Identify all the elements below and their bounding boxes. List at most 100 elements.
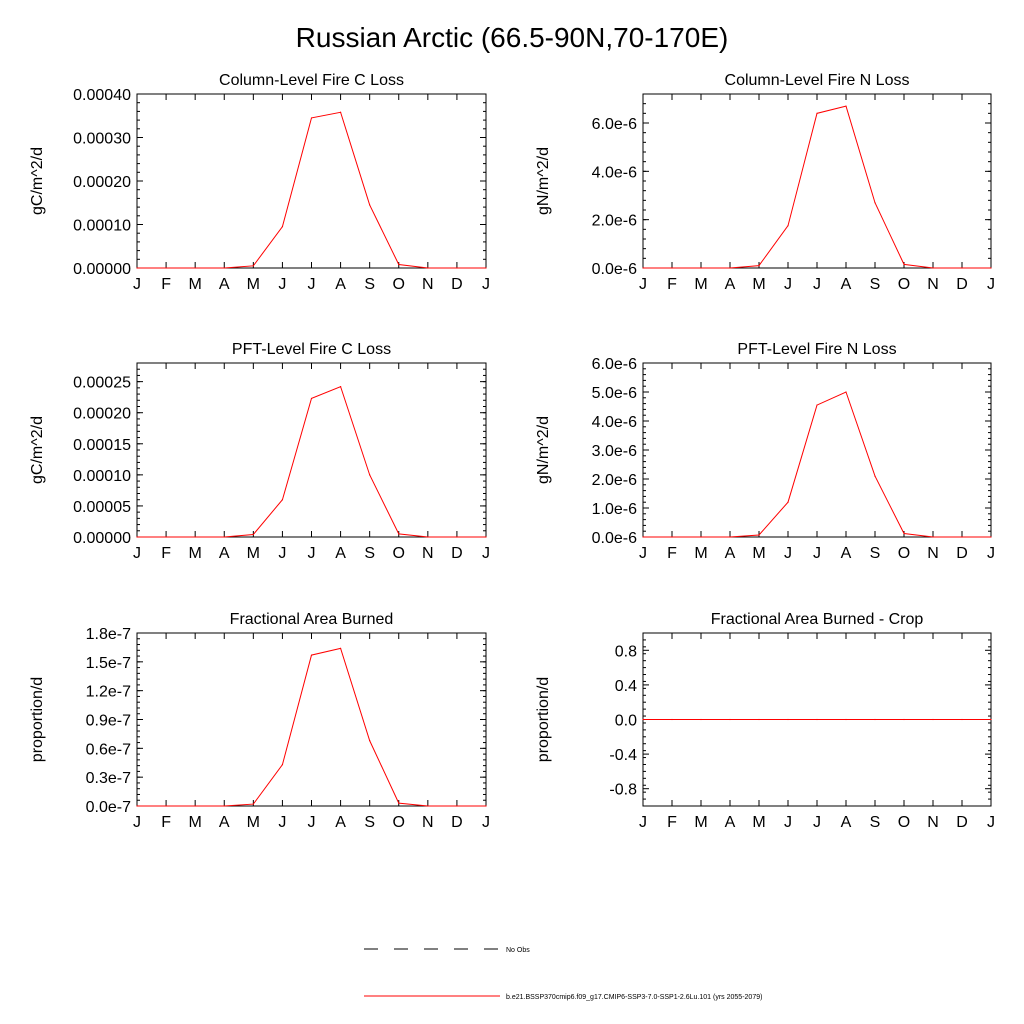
x-tick-label: A	[725, 545, 736, 562]
x-tick-label: M	[694, 276, 707, 293]
plot-frame	[136, 632, 487, 807]
x-tick-label: J	[639, 545, 647, 562]
x-tick-label: J	[133, 276, 141, 293]
x-tick-label: O	[393, 814, 405, 831]
data-point	[845, 718, 847, 721]
data-point	[758, 264, 760, 267]
y-tick-label: 3.0e-6	[592, 443, 637, 460]
data-point	[398, 802, 400, 804]
y-tick-label: 6.0e-6	[592, 356, 637, 373]
y-tick-label: 0.00015	[73, 437, 131, 454]
x-tick-label: O	[898, 545, 910, 562]
series-line	[643, 391, 991, 538]
x-tick-label: J	[482, 545, 490, 562]
data-point	[427, 805, 429, 807]
x-tick-label: J	[133, 545, 141, 562]
y-tick-label: 0.6e-7	[86, 741, 131, 758]
data-point	[165, 267, 167, 269]
series-line	[137, 385, 486, 538]
data-point	[642, 267, 644, 269]
y-tick-label: -0.4	[609, 747, 637, 764]
data-point	[671, 267, 673, 269]
data-point	[252, 265, 254, 267]
x-tick-label: N	[422, 814, 434, 831]
data-point	[845, 391, 847, 393]
data-point	[136, 805, 138, 807]
y-tick-label: 2.0e-6	[592, 472, 637, 489]
data-point	[903, 263, 905, 265]
y-tick-label: 0.0e-7	[86, 799, 131, 816]
x-tick-label: S	[364, 276, 375, 293]
x-tick-label: A	[841, 545, 852, 562]
y-tick-label: 0.00010	[73, 468, 131, 485]
data-point	[369, 204, 371, 206]
legend-label: b.e21.BSSP370cmip6.f09_g17.CMIP6-SSP3-7.…	[506, 994, 762, 1001]
x-tick-label: F	[161, 814, 171, 831]
data-point	[485, 536, 487, 538]
plot-frame	[136, 362, 487, 538]
data-point	[671, 536, 673, 538]
data-point	[787, 225, 789, 227]
x-tick-label: F	[667, 545, 677, 562]
x-tick-label: F	[161, 276, 171, 293]
x-tick-label: D	[451, 814, 463, 831]
x-tick-label: A	[335, 276, 346, 293]
data-point	[990, 267, 992, 269]
data-point	[729, 536, 731, 538]
x-tick-label: D	[956, 276, 968, 293]
x-tick-label: S	[364, 814, 375, 831]
data-point	[252, 533, 254, 536]
x-tick-label: M	[247, 276, 260, 293]
x-tick-label: N	[927, 276, 939, 293]
y-tick-label: 0.00010	[73, 218, 131, 235]
data-point	[990, 536, 992, 538]
data-point	[671, 718, 673, 721]
page-title: Russian Arctic (66.5-90N,70-170E)	[295, 22, 729, 53]
x-tick-label: J	[784, 545, 792, 562]
panel-title: Column-Level Fire C Loss	[219, 72, 404, 89]
x-tick-label: A	[219, 545, 230, 562]
series-line	[643, 105, 991, 269]
x-tick-label: O	[393, 545, 405, 562]
data-point	[961, 536, 963, 538]
data-point	[136, 536, 138, 538]
data-point	[642, 536, 644, 538]
data-point	[729, 267, 731, 269]
data-point	[816, 404, 818, 406]
x-tick-label: J	[278, 276, 286, 293]
data-point	[816, 112, 818, 114]
x-tick-label: S	[364, 545, 375, 562]
x-tick-label: A	[335, 545, 346, 562]
x-tick-label: S	[870, 545, 881, 562]
x-tick-label: J	[987, 545, 995, 562]
series-line	[137, 111, 486, 269]
data-point	[310, 397, 313, 400]
panel-title: Fractional Area Burned - Crop	[711, 611, 924, 628]
x-tick-label: M	[247, 545, 260, 562]
data-point	[252, 803, 254, 805]
data-point	[700, 267, 702, 269]
x-tick-label: J	[278, 545, 286, 562]
x-tick-label: F	[667, 276, 677, 293]
y-tick-label: 1.5e-7	[86, 655, 131, 672]
data-point	[874, 475, 876, 477]
data-point	[398, 263, 400, 266]
data-point	[281, 226, 284, 228]
data-point	[194, 267, 196, 269]
data-point	[485, 267, 487, 269]
data-point	[194, 805, 196, 807]
legend-item-1: No Obs	[364, 947, 530, 954]
y-tick-label: 0.00005	[73, 499, 131, 516]
y-tick-label: 0.8	[615, 643, 637, 660]
x-tick-label: N	[422, 545, 434, 562]
x-tick-label: A	[219, 814, 230, 831]
x-tick-label: J	[813, 276, 821, 293]
x-tick-label: A	[841, 814, 852, 831]
y-tick-label: 0.00030	[73, 131, 131, 148]
data-point	[485, 805, 487, 807]
x-tick-label: J	[482, 276, 490, 293]
x-tick-label: D	[451, 276, 463, 293]
x-tick-label: O	[898, 276, 910, 293]
chart-panel-1: J F M A M J J A S O N D J0.000000.000100.000200.0003…	[29, 72, 490, 293]
plot-frame	[642, 362, 992, 538]
